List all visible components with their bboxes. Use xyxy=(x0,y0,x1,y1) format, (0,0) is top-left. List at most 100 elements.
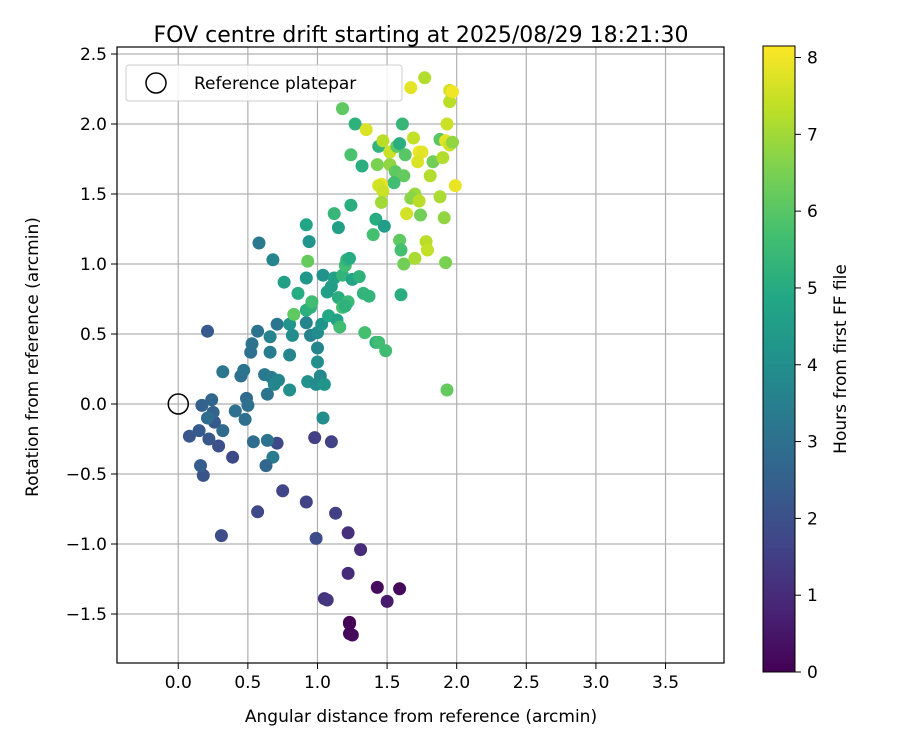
data-point xyxy=(245,337,259,351)
data-point xyxy=(358,326,372,340)
data-point xyxy=(299,316,313,330)
data-point xyxy=(287,307,301,321)
x-axis-label: Angular distance from reference (arcmin) xyxy=(245,707,597,727)
grid-lines xyxy=(117,47,724,663)
data-point xyxy=(426,155,440,169)
data-point xyxy=(336,268,349,282)
x-tick-label: 1.0 xyxy=(304,673,331,693)
data-point xyxy=(299,495,313,509)
data-point xyxy=(277,275,291,289)
y-tick-label: 2.5 xyxy=(80,45,107,65)
data-point xyxy=(394,243,408,257)
data-point xyxy=(305,295,319,309)
data-points xyxy=(182,71,462,642)
data-point xyxy=(266,253,280,267)
data-point xyxy=(398,148,412,162)
data-point xyxy=(272,373,285,387)
data-point xyxy=(212,439,226,453)
y-axis-ticks: −1.5 −1.0 −0.5 0.0 0.5 1.0 1.5 2.0 2.5 xyxy=(66,45,117,625)
data-point xyxy=(393,233,407,247)
data-point xyxy=(344,198,358,212)
legend-marker-icon xyxy=(145,72,167,94)
data-point xyxy=(260,433,274,447)
y-tick-label: −1.0 xyxy=(66,535,107,555)
data-point xyxy=(415,145,429,159)
data-point xyxy=(397,169,411,183)
data-point xyxy=(362,289,376,303)
data-point xyxy=(380,594,394,608)
data-point xyxy=(366,228,380,242)
data-point xyxy=(299,218,313,232)
colorbar-gradient xyxy=(762,45,796,673)
y-tick-label: 1.5 xyxy=(80,185,107,205)
data-point xyxy=(308,431,322,445)
data-point xyxy=(375,195,388,209)
data-point xyxy=(311,341,324,355)
data-point xyxy=(341,526,355,540)
data-point xyxy=(302,235,316,249)
data-point xyxy=(260,387,274,401)
data-point xyxy=(228,404,242,418)
data-point xyxy=(411,155,425,169)
plot-frame xyxy=(116,46,725,664)
colorbar-tick-label: 2 xyxy=(807,509,818,529)
data-point xyxy=(251,505,265,519)
data-point xyxy=(395,117,409,131)
y-tick-label: 2.0 xyxy=(80,115,107,135)
data-point xyxy=(285,328,299,342)
y-tick-label: 1.0 xyxy=(80,255,107,275)
data-point xyxy=(241,398,255,412)
data-point xyxy=(448,179,462,193)
data-point xyxy=(216,424,230,438)
data-point xyxy=(354,543,368,557)
data-point xyxy=(397,257,411,271)
x-tick-label: 0.5 xyxy=(234,673,261,693)
reference-platepar-marker xyxy=(167,393,190,415)
data-point xyxy=(311,355,324,369)
colorbar-tick-label: 5 xyxy=(807,279,818,299)
data-point xyxy=(259,459,273,473)
data-point xyxy=(301,254,315,268)
data-point xyxy=(446,135,459,149)
data-point xyxy=(283,317,297,331)
data-point xyxy=(423,169,437,183)
x-tick-label: 2.5 xyxy=(513,673,540,693)
data-point xyxy=(355,159,369,173)
data-point xyxy=(439,256,453,270)
data-point xyxy=(316,268,330,282)
data-point xyxy=(333,320,347,334)
data-point xyxy=(443,95,457,109)
data-point xyxy=(291,286,305,300)
data-point xyxy=(283,383,297,397)
data-point xyxy=(394,288,408,302)
data-point xyxy=(377,219,391,233)
data-point xyxy=(205,393,219,407)
data-point xyxy=(263,345,277,359)
data-point xyxy=(263,330,277,344)
data-point xyxy=(343,615,356,629)
data-point xyxy=(433,190,447,204)
data-point xyxy=(182,429,196,443)
data-point xyxy=(338,299,352,313)
data-point xyxy=(196,468,210,482)
chart-title: FOV centre drift starting at 2025/08/29 … xyxy=(154,23,689,48)
data-point xyxy=(348,117,362,131)
data-point xyxy=(412,194,426,208)
data-point xyxy=(414,208,427,222)
data-point xyxy=(400,207,414,221)
data-point xyxy=(317,377,331,391)
data-point xyxy=(440,383,454,397)
legend-box xyxy=(125,64,403,102)
data-point xyxy=(379,344,393,358)
data-point xyxy=(299,271,313,285)
colorbar-tick-label: 6 xyxy=(807,202,818,222)
data-point xyxy=(370,158,384,172)
colorbar-label: Hours from first FF file xyxy=(831,264,851,454)
data-point xyxy=(192,424,206,438)
data-point xyxy=(341,566,355,580)
data-point xyxy=(246,435,260,449)
data-point xyxy=(226,450,240,464)
data-point xyxy=(214,529,228,543)
data-point xyxy=(359,123,373,137)
